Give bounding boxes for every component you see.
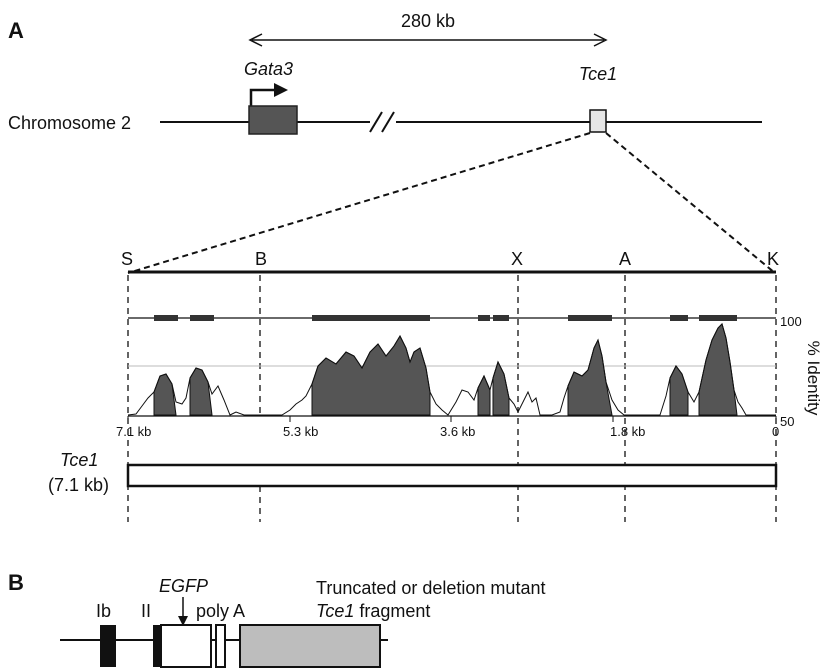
mutant-label-line1: Truncated or deletion mutant <box>316 578 545 598</box>
kb-tick-3-6: 3.6 kb <box>440 424 475 439</box>
exon-ib-box <box>100 625 116 667</box>
site-x: X <box>511 249 523 269</box>
tce1-fragment-box <box>126 463 778 488</box>
egfp-down-arrow <box>178 597 188 626</box>
mutant-label-line2: Tce1 fragment <box>316 601 430 621</box>
distance-label: 280 kb <box>401 11 455 31</box>
identity-tick-50: 50 <box>780 414 794 429</box>
kb-tick-5-3: 5.3 kb <box>283 424 318 439</box>
fragment-name: Tce1 <box>60 450 98 470</box>
zoom-line-right <box>605 132 776 274</box>
fragment-size: (7.1 kb) <box>48 475 109 495</box>
gata3-label: Gata3 <box>244 59 293 79</box>
chromosome-label: Chromosome 2 <box>8 113 131 133</box>
tce1-box <box>589 109 607 133</box>
kb-tick-0: 0 <box>772 424 779 439</box>
mutant-label-fragment: fragment <box>354 601 430 621</box>
kb-axis-ticks <box>127 416 777 422</box>
mutant-label-tce1: Tce1 <box>316 601 354 621</box>
polya-label: poly A <box>196 601 245 621</box>
egfp-box <box>160 624 212 668</box>
zoom-line-left <box>127 132 591 274</box>
kb-tick-7-1: 7.1 kb <box>116 424 151 439</box>
conserved-segment-bars <box>154 315 737 321</box>
exon-ib-label: Ib <box>96 601 111 621</box>
site-s: S <box>121 249 133 269</box>
transcription-start-arrow <box>249 83 288 107</box>
site-a: A <box>619 249 631 269</box>
gata3-gene-box <box>248 105 298 135</box>
egfp-label: EGFP <box>159 576 208 596</box>
identity-axis-label: % Identity <box>804 341 823 416</box>
truncated-fragment-box <box>239 624 381 668</box>
site-b: B <box>255 249 267 269</box>
kb-tick-1-8: 1.8 kb <box>610 424 645 439</box>
tce1-label: Tce1 <box>579 64 617 84</box>
site-k: K <box>767 249 779 269</box>
panel-a-label: A <box>8 18 24 43</box>
site-dashed-lines <box>127 275 777 522</box>
identity-profile <box>127 323 776 416</box>
distance-arrow <box>248 33 608 47</box>
chromosome-break-mark <box>369 111 395 133</box>
panel-b-label: B <box>8 570 24 595</box>
polya-box <box>215 624 226 668</box>
exon-ii-box <box>153 625 161 667</box>
identity-tick-100: 100 <box>780 314 802 329</box>
exon-ii-label: II <box>141 601 151 621</box>
